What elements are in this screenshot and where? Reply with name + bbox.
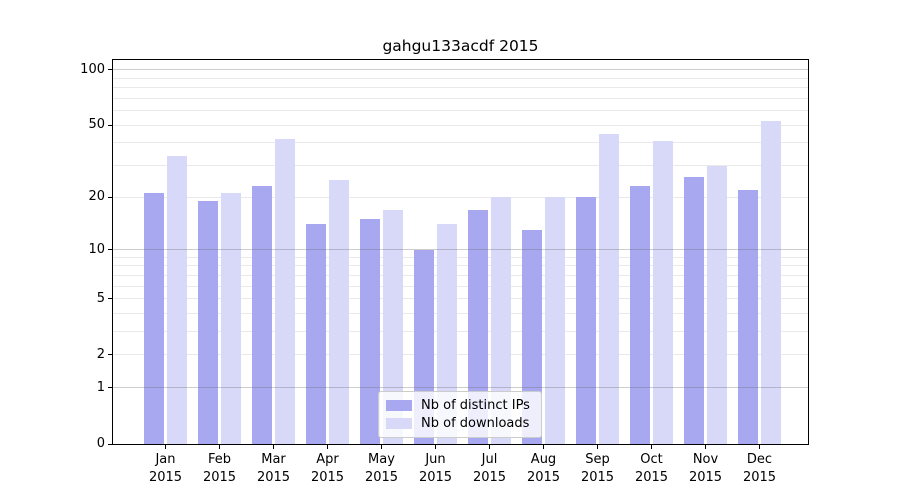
- bar-jan-downloads: [167, 155, 187, 444]
- bar-mar-distinct-ips: [252, 186, 272, 444]
- x-tick: [219, 445, 220, 449]
- x-tick: [651, 445, 652, 449]
- bar-sep-distinct-ips: [576, 197, 596, 444]
- y-tick-label: 2: [96, 346, 105, 362]
- bar-dec-downloads: [761, 120, 781, 444]
- bar-apr-downloads: [329, 179, 349, 444]
- bar-jul-distinct-ips: [468, 209, 488, 444]
- x-tick-label: Oct 2015: [634, 452, 669, 485]
- y-tick-label: 100: [80, 61, 105, 77]
- gridline-major: [113, 69, 808, 71]
- bar-nov-distinct-ips: [684, 176, 704, 444]
- y-tick: [108, 249, 112, 251]
- gridline-minor: [113, 256, 808, 258]
- x-tick: [381, 445, 382, 449]
- x-tick-label: Sep 2015: [580, 452, 615, 485]
- x-tick-label: May 2015: [364, 452, 399, 485]
- y-tick-label: 50: [88, 117, 105, 133]
- x-tick-label: Apr 2015: [310, 452, 345, 485]
- y-tick: [108, 298, 112, 300]
- x-tick-label: Jun 2015: [418, 452, 453, 485]
- x-tick: [435, 445, 436, 449]
- legend: Nb of distinct IPs Nb of downloads: [378, 391, 542, 438]
- x-tick-label: Jan 2015: [148, 452, 183, 485]
- y-tick: [108, 196, 112, 198]
- legend-label: Nb of distinct IPs: [421, 397, 530, 413]
- bar-mar-downloads: [275, 139, 295, 444]
- bar-aug-downloads: [545, 197, 565, 444]
- x-tick: [759, 445, 760, 449]
- bar-jun-downloads: [437, 224, 457, 444]
- gridline-major: [113, 249, 808, 251]
- gridline-minor: [113, 87, 808, 89]
- x-tick: [165, 445, 166, 449]
- gridline-minor: [113, 110, 808, 112]
- y-tick-label: 0: [96, 436, 105, 451]
- bar-dec-distinct-ips: [738, 189, 758, 444]
- bar-nov-downloads: [707, 165, 727, 444]
- bar-oct-distinct-ips: [630, 186, 650, 444]
- x-tick: [597, 445, 598, 449]
- gridline-minor: [113, 331, 808, 333]
- legend-swatch-distinct-ips: [386, 399, 412, 411]
- gridline-minor: [113, 274, 808, 276]
- y-tick-label: 20: [88, 189, 105, 205]
- bar-oct-downloads: [653, 141, 673, 444]
- chart-title: gahgu133acdf 2015: [382, 37, 539, 55]
- bar-may-distinct-ips: [360, 219, 380, 444]
- gridline-minor: [113, 313, 808, 314]
- x-tick-label: Mar 2015: [256, 452, 291, 485]
- x-tick: [705, 445, 706, 449]
- gridline-major: [113, 387, 808, 389]
- y-tick: [108, 69, 112, 71]
- gridline-minor: [113, 142, 808, 144]
- x-tick: [327, 445, 328, 449]
- bar-feb-distinct-ips: [198, 201, 218, 444]
- bar-sep-downloads: [599, 133, 619, 444]
- y-tick: [108, 354, 112, 356]
- gridline-minor: [113, 265, 808, 267]
- x-tick-label: Nov 2015: [688, 452, 723, 485]
- plot-area: [112, 59, 809, 445]
- bar-aug-distinct-ips: [522, 230, 542, 444]
- x-tick-label: Feb 2015: [202, 452, 237, 485]
- bar-jul-downloads: [491, 197, 511, 444]
- x-tick-label: Jul 2015: [472, 452, 507, 485]
- legend-label: Nb of downloads: [421, 415, 530, 431]
- legend-row: Nb of downloads: [386, 414, 530, 432]
- y-tick: [108, 443, 112, 445]
- gridline-minor: [113, 298, 808, 300]
- x-tick-label: Aug 2015: [526, 452, 561, 485]
- x-tick-label: Dec 2015: [742, 452, 777, 485]
- gridline-minor: [113, 77, 808, 79]
- x-tick: [489, 445, 490, 449]
- gridline-minor: [113, 97, 808, 99]
- gridline-minor: [113, 165, 808, 167]
- bar-may-downloads: [383, 209, 403, 444]
- x-tick: [543, 445, 544, 449]
- y-tick: [108, 387, 112, 389]
- bar-jan-distinct-ips: [144, 193, 164, 444]
- gridline-minor: [113, 285, 808, 287]
- x-tick: [273, 445, 274, 449]
- bar-feb-downloads: [221, 193, 241, 444]
- legend-swatch-downloads: [386, 417, 412, 429]
- gridline-minor: [113, 354, 808, 356]
- y-tick-label: 5: [96, 290, 105, 306]
- y-tick-label: 10: [88, 241, 105, 257]
- y-tick: [108, 124, 112, 126]
- legend-row: Nb of distinct IPs: [386, 396, 530, 414]
- gridline-minor: [113, 124, 808, 126]
- y-tick-label: 1: [96, 379, 105, 395]
- gridline-minor: [113, 196, 808, 198]
- bar-apr-distinct-ips: [306, 224, 326, 444]
